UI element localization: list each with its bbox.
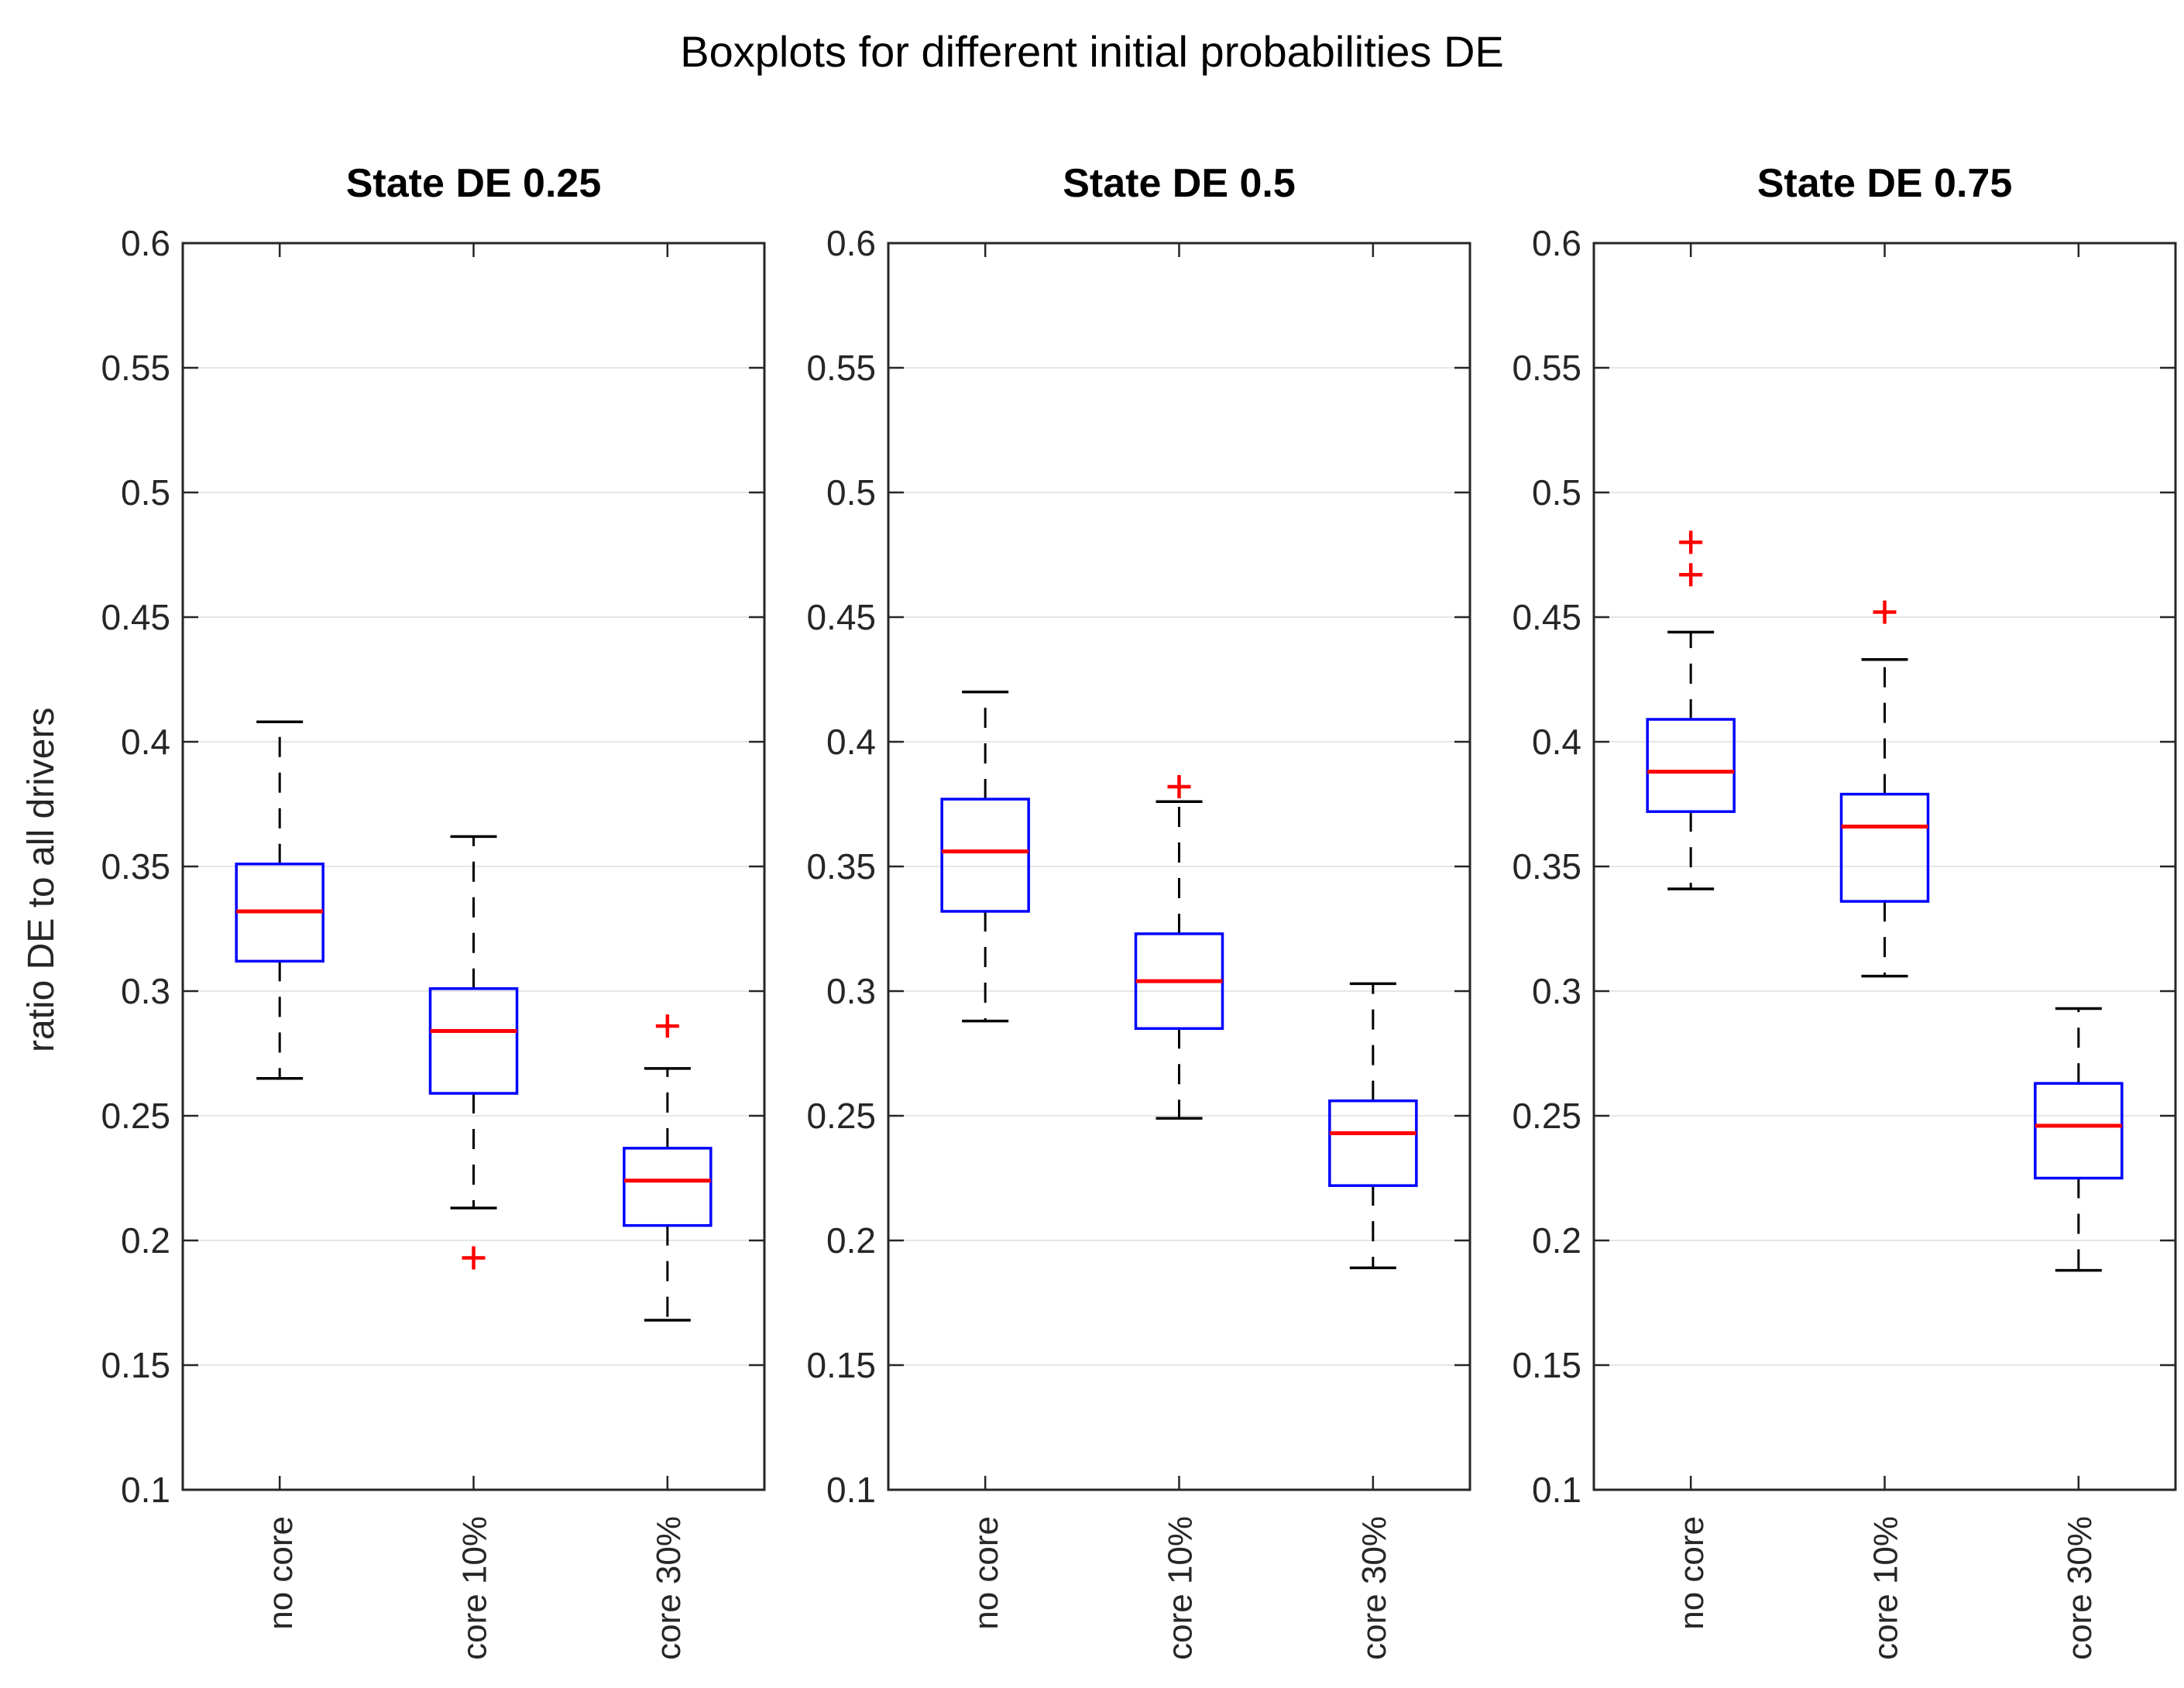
y-tick-label: 0.55 — [806, 348, 876, 388]
y-tick-label: 0.45 — [1512, 597, 1581, 637]
box-group: core 30% — [2034, 243, 2124, 1660]
y-tick-label: 0.45 — [101, 597, 170, 637]
y-tick-label: 0.6 — [826, 223, 876, 263]
x-tick-label: no core — [262, 1516, 300, 1630]
iqr-box — [623, 1147, 713, 1227]
y-tick-label: 0.5 — [826, 472, 876, 513]
iqr-box — [1646, 718, 1736, 813]
axis-frame — [887, 242, 1471, 1491]
y-tick-label: 0.35 — [101, 846, 170, 887]
box-group: no core — [1646, 243, 1736, 1630]
y-tick-label: 0.45 — [806, 597, 876, 637]
figure-title: Boxplots for different initial probabili… — [680, 27, 1504, 76]
box-group: core 10% — [1134, 243, 1224, 1660]
y-tick-label: 0.2 — [121, 1220, 170, 1261]
x-tick-label: core 30% — [2061, 1516, 2099, 1660]
box-group: no core — [235, 243, 325, 1630]
x-tick-label: core 10% — [456, 1516, 494, 1660]
iqr-box — [428, 987, 519, 1095]
x-tick-label: no core — [967, 1516, 1005, 1630]
subplot-state-de-05: State DE 0.5 0.6 0.55 0.5 0.45 0.4 0.35 0.3 0.25… — [806, 161, 1471, 1660]
y-tick-label: 0.55 — [1512, 348, 1581, 388]
y-tick-label: 0.25 — [101, 1096, 170, 1136]
y-tick-label: 0.25 — [806, 1096, 876, 1136]
axis-frame — [181, 242, 766, 1491]
y-tick-label: 0.1 — [121, 1470, 170, 1510]
y-tick-label: 0.5 — [1532, 472, 1581, 513]
y-tick-label: 0.15 — [1512, 1345, 1581, 1385]
y-tick-label: 0.55 — [101, 348, 170, 388]
x-tick-label: core 30% — [1355, 1516, 1393, 1660]
y-axis-label: ratio DE to all drivers — [21, 707, 62, 1052]
y-tick-label: 0.6 — [121, 223, 170, 263]
subplot-title: State DE 0.5 — [1063, 161, 1296, 206]
subplot-row: State DE 0.25 0.6 0.55 0.5 0.45 0.4 0.35 0.3 0.2… — [67, 81, 2184, 1688]
y-tick-label: 0.35 — [806, 846, 876, 887]
y-tick-label: 0.2 — [1532, 1220, 1581, 1261]
box-group: core 30% — [1328, 243, 1418, 1660]
subplot-title: State DE 0.25 — [346, 161, 602, 206]
axis-frame — [1592, 242, 2177, 1491]
y-tick-label: 0.4 — [121, 722, 170, 762]
y-tick-label: 0.3 — [826, 971, 876, 1011]
y-tick-label: 0.1 — [1532, 1470, 1581, 1510]
iqr-box — [940, 798, 1030, 913]
iqr-box — [1328, 1099, 1418, 1187]
iqr-box — [2034, 1082, 2124, 1180]
y-tick-label: 0.15 — [101, 1345, 170, 1385]
x-tick-label: no core — [1673, 1516, 1711, 1630]
y-tick-label: 0.1 — [826, 1470, 876, 1510]
y-tick-label: 0.4 — [826, 722, 876, 762]
y-tick-label: 0.5 — [121, 472, 170, 513]
y-tick-label: 0.3 — [1532, 971, 1581, 1011]
box-group: core 30% — [623, 243, 713, 1660]
y-tick-label: 0.6 — [1532, 223, 1581, 263]
box-group: core 10% — [428, 243, 519, 1660]
y-tick-label: 0.35 — [1512, 846, 1581, 887]
x-tick-label: core 10% — [1867, 1516, 1905, 1660]
x-tick-label: core 10% — [1162, 1516, 1200, 1660]
y-tick-label: 0.2 — [826, 1220, 876, 1261]
subplot-state-de-075: State DE 0.75 0.6 0.55 0.5 0.45 0.4 0.35 0.3 0.2… — [1512, 161, 2177, 1660]
iqr-box — [1839, 792, 1930, 903]
x-tick-label: core 30% — [650, 1516, 688, 1660]
box-group: core 10% — [1839, 243, 1930, 1660]
y-tick-label: 0.3 — [121, 971, 170, 1011]
subplot-state-de-025: State DE 0.25 0.6 0.55 0.5 0.45 0.4 0.35 0.3 0.2… — [101, 161, 766, 1660]
y-tick-label: 0.25 — [1512, 1096, 1581, 1136]
box-group: no core — [940, 243, 1030, 1630]
y-tick-label: 0.4 — [1532, 722, 1581, 762]
y-tick-label: 0.15 — [806, 1345, 876, 1385]
subplot-title: State DE 0.75 — [1757, 161, 2013, 206]
